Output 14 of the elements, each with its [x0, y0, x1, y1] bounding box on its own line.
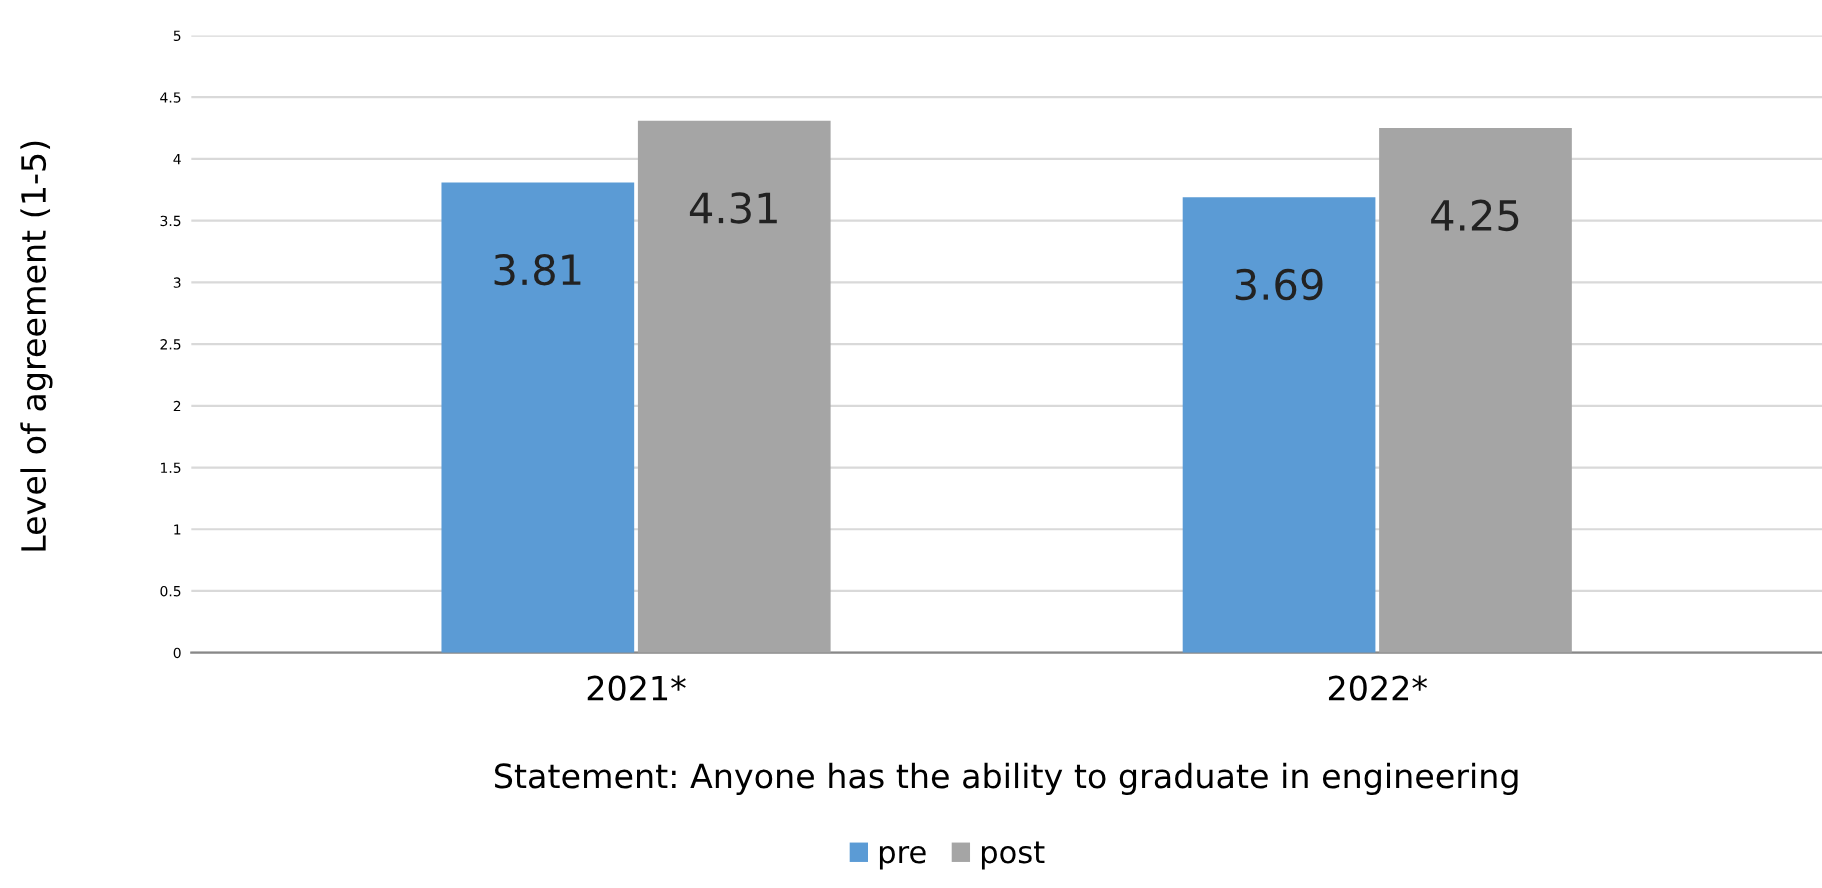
x-tick-label: 2022* [1328, 675, 1428, 701]
bar [1379, 128, 1572, 653]
data-label: 4.31 [689, 192, 777, 224]
bar [637, 120, 831, 653]
data-label: 3.81 [494, 253, 581, 286]
x-axis-title: Statement: Anyone has the ability to graduate in engineering [494, 762, 1518, 795]
legend-label: pre [879, 845, 926, 870]
legend-label: post [981, 841, 1045, 870]
bar [1182, 197, 1376, 653]
x-tick-label: 2021* [587, 675, 686, 701]
data-label: 4.25 [1431, 199, 1519, 232]
data-label: 3.69 [1235, 268, 1323, 301]
bar [441, 182, 635, 653]
y-axis-title: Level of agreement (1-5) [20, 141, 53, 551]
